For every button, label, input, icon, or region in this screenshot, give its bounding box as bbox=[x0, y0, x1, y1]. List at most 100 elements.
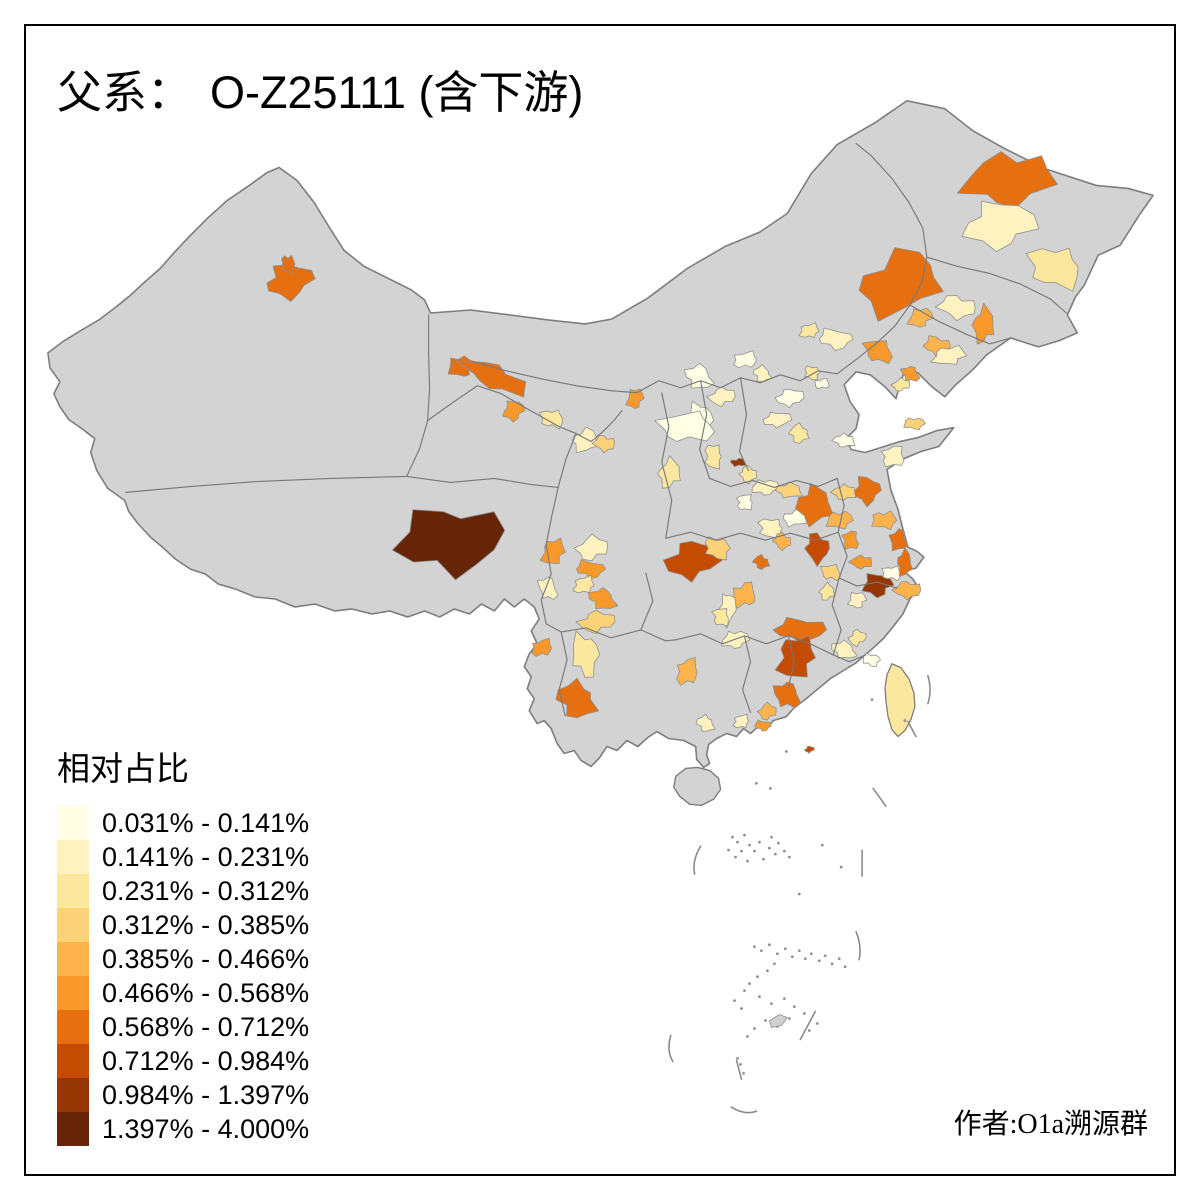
island-speck bbox=[903, 719, 907, 722]
island-speck bbox=[733, 999, 736, 1002]
legend-label: 1.397% - 4.000% bbox=[102, 1114, 310, 1144]
island-speck bbox=[755, 781, 758, 785]
island-speck bbox=[870, 698, 874, 702]
island-speck bbox=[762, 857, 765, 861]
legend-swatch bbox=[57, 1044, 89, 1078]
choropleth-region bbox=[847, 554, 872, 570]
island-speck bbox=[837, 957, 841, 961]
choropleth-region bbox=[831, 432, 856, 448]
legend-title: 相对占比 bbox=[57, 752, 189, 788]
choropleth-region bbox=[788, 422, 810, 445]
island-speck bbox=[742, 1071, 745, 1075]
choropleth-region bbox=[858, 247, 944, 322]
choropleth-region bbox=[881, 565, 902, 582]
island-speck bbox=[803, 957, 807, 961]
choropleth-region bbox=[772, 681, 802, 708]
choropleth-region bbox=[820, 564, 841, 581]
choropleth-region bbox=[961, 200, 1040, 253]
island-speck bbox=[830, 962, 834, 966]
attribution: 作者:O1a溯源群 bbox=[953, 1109, 1148, 1140]
choropleth-region bbox=[587, 587, 619, 610]
choropleth-region bbox=[897, 547, 913, 577]
island-speck bbox=[756, 975, 759, 979]
island-speck bbox=[807, 1029, 811, 1032]
island-speck bbox=[792, 1005, 796, 1008]
legend-row: 0.466% - 0.568% bbox=[57, 976, 309, 1010]
choropleth-region bbox=[730, 457, 747, 467]
island-speck bbox=[820, 843, 824, 847]
choropleth-region bbox=[934, 295, 976, 322]
island-speck bbox=[734, 855, 737, 859]
legend-label: 0.466% - 0.568% bbox=[102, 978, 310, 1008]
island-speck bbox=[736, 840, 739, 844]
island-speck bbox=[740, 1007, 743, 1010]
choropleth-region bbox=[721, 630, 751, 649]
title-haplogroup: O-Z25111 (含下游) bbox=[210, 67, 584, 118]
choropleth-region bbox=[536, 576, 559, 600]
legend-swatch bbox=[57, 942, 89, 976]
choropleth-region bbox=[903, 417, 926, 431]
legend-row: 0.984% - 1.397% bbox=[57, 1078, 309, 1112]
legend-label: 0.712% - 0.984% bbox=[102, 1046, 310, 1076]
choropleth-region bbox=[774, 635, 816, 678]
island-speck bbox=[764, 1019, 767, 1022]
legend-rows: 0.031% - 0.141% 0.141% - 0.231% 0.231% - 0… bbox=[57, 806, 309, 1146]
legend-row: 0.712% - 0.984% bbox=[57, 1044, 309, 1078]
island-speck bbox=[797, 892, 801, 896]
sea-islands bbox=[727, 698, 907, 1075]
choropleth-region bbox=[751, 553, 771, 570]
island-speck bbox=[746, 859, 749, 863]
island-speck bbox=[753, 1027, 756, 1030]
legend-swatch bbox=[57, 840, 89, 874]
island-speck bbox=[776, 841, 780, 845]
island-speck bbox=[775, 952, 779, 956]
choropleth-region bbox=[956, 151, 1058, 209]
choropleth-region bbox=[825, 510, 854, 530]
province-borders bbox=[125, 143, 1067, 717]
choropleth-region bbox=[795, 482, 834, 528]
legend-label: 0.231% - 0.312% bbox=[102, 876, 310, 906]
choropleth-region bbox=[657, 455, 681, 489]
island-speck bbox=[731, 835, 734, 839]
legend-row: 0.231% - 0.312% bbox=[57, 874, 309, 908]
legend-swatch bbox=[57, 806, 89, 840]
choropleth-region bbox=[798, 322, 820, 339]
choropleth-region bbox=[906, 307, 935, 328]
island-speck bbox=[727, 848, 730, 852]
island-speck bbox=[823, 954, 827, 958]
choropleth-region bbox=[676, 657, 698, 686]
legend-row: 1.397% - 4.000% bbox=[57, 1112, 309, 1146]
choropleth-region bbox=[704, 536, 731, 561]
island-speck bbox=[783, 947, 787, 951]
island-speck bbox=[758, 995, 761, 999]
choropleth-region bbox=[733, 350, 757, 369]
legend-label: 0.141% - 0.231% bbox=[102, 842, 310, 872]
choropleth-region bbox=[846, 592, 868, 609]
china-choropleth-map bbox=[47, 99, 1154, 1114]
choropleth-regions bbox=[266, 151, 1079, 754]
choropleth-region bbox=[774, 481, 803, 499]
taiwan-island bbox=[884, 663, 916, 738]
choropleth-region bbox=[971, 302, 995, 345]
choropleth-region bbox=[576, 559, 606, 580]
island-speck bbox=[746, 1035, 749, 1038]
legend-label: 0.312% - 0.385% bbox=[102, 910, 310, 940]
choropleth-region bbox=[733, 581, 756, 609]
nine-dash-line bbox=[668, 674, 931, 1114]
legend-swatch bbox=[57, 1010, 89, 1044]
island-speck bbox=[787, 855, 791, 859]
choropleth-region bbox=[831, 639, 858, 659]
choropleth-region bbox=[854, 476, 882, 508]
choropleth-region bbox=[572, 426, 600, 454]
legend-row: 0.385% - 0.466% bbox=[57, 942, 309, 976]
title-cjk-prefix: 父系： bbox=[57, 68, 193, 118]
legend-label: 0.984% - 1.397% bbox=[102, 1080, 310, 1110]
choropleth-region bbox=[738, 464, 757, 485]
choropleth-region bbox=[266, 264, 316, 302]
island-speck bbox=[758, 840, 761, 844]
legend-swatch bbox=[57, 976, 89, 1010]
choropleth-region bbox=[804, 532, 830, 567]
island-speck bbox=[760, 949, 763, 953]
islet-polygon bbox=[768, 1014, 788, 1028]
legend-row: 0.568% - 0.712% bbox=[57, 1010, 309, 1044]
